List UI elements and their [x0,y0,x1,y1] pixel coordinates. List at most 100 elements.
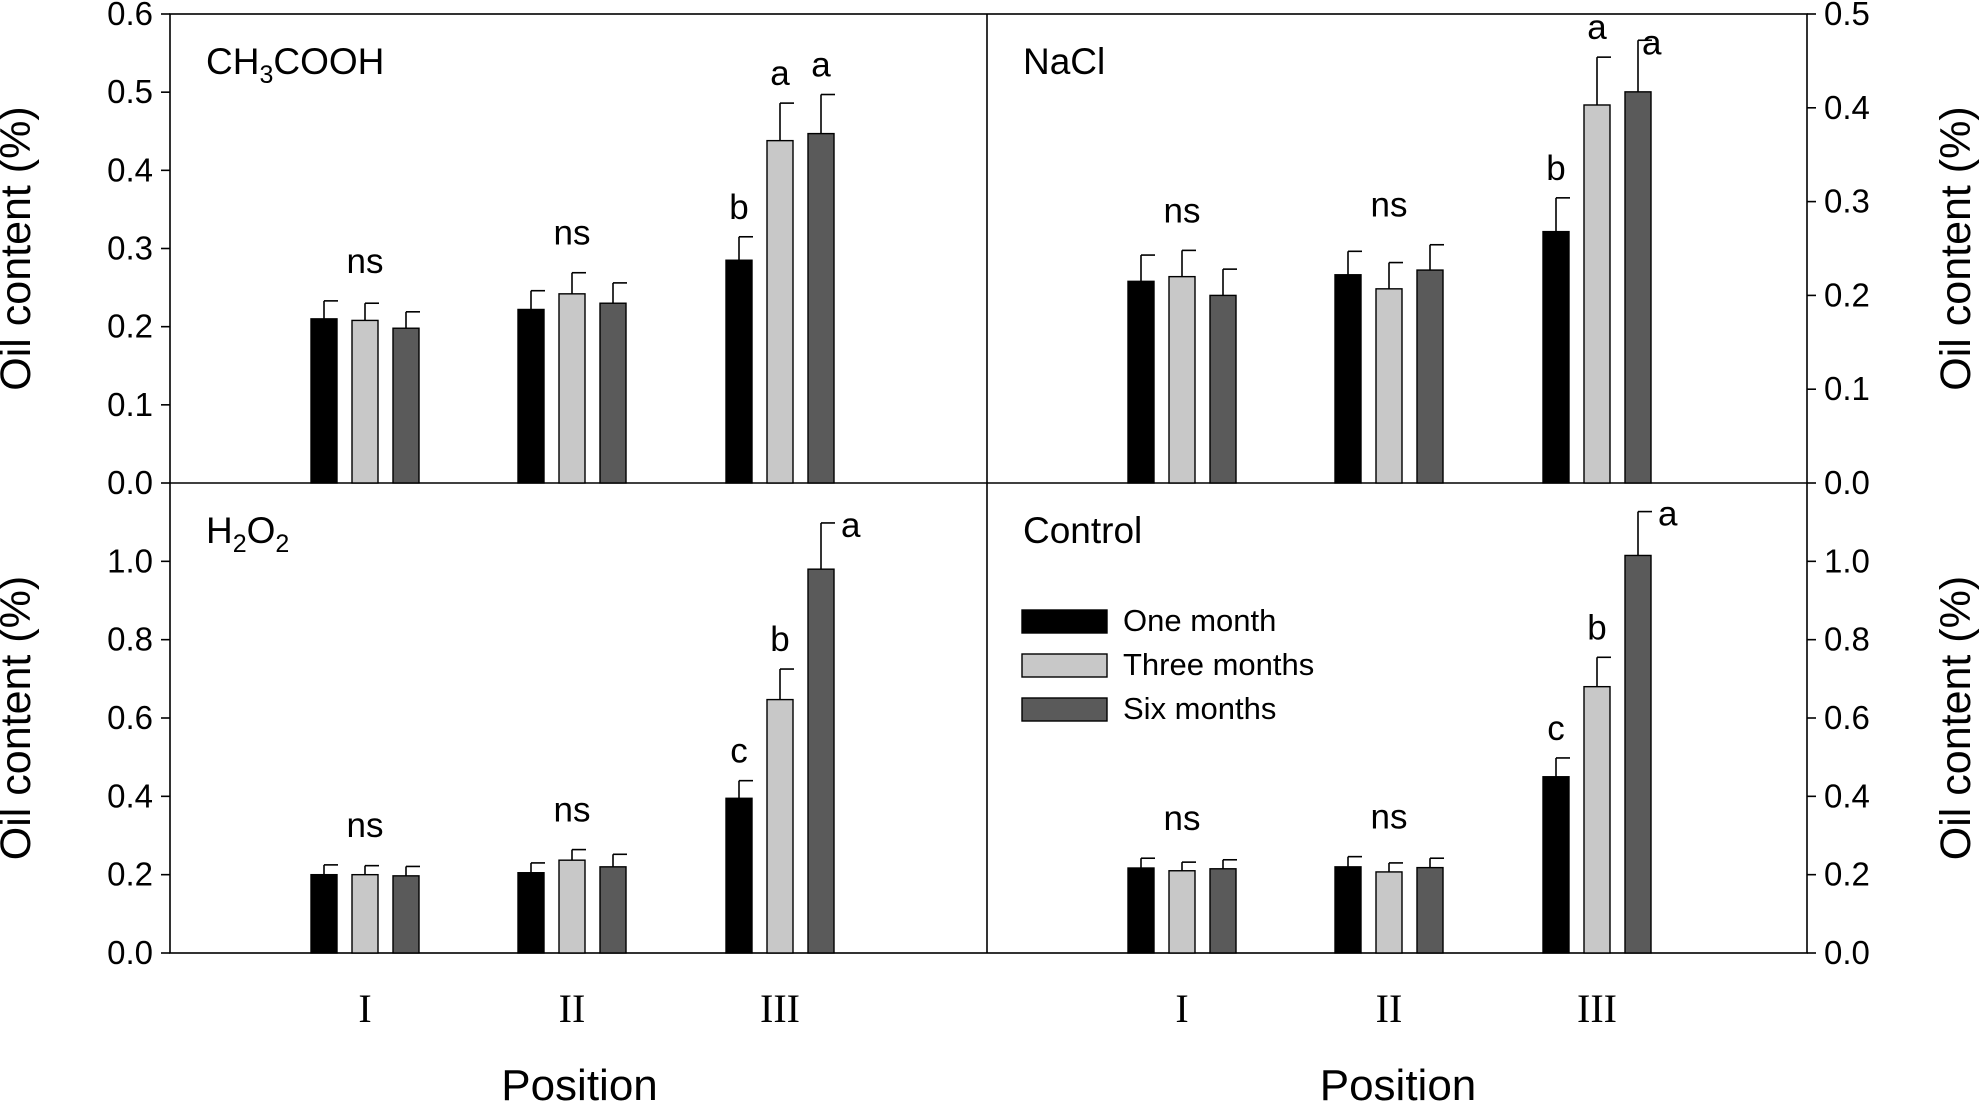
y-axis-title: Oil content (%) [0,576,40,860]
bar [807,568,835,954]
y-tick-label: 0.0 [1824,934,1870,971]
significance-label: ns [1164,191,1201,230]
significance-label: ns [554,791,591,830]
bar [1209,294,1237,484]
bar [310,873,338,954]
panel-label-text: H [206,510,233,551]
legend-label: Three months [1123,647,1314,682]
y-tick-label: 0.0 [107,464,153,501]
panel-label-text: COOH [273,41,384,82]
bar [1416,866,1444,954]
bar [807,132,835,484]
bar [725,259,753,484]
bar [599,302,627,484]
y-tick-label: 0.4 [1824,777,1870,814]
bar [1375,871,1403,954]
bar [766,698,794,954]
bar [1334,866,1362,954]
legend-swatch [1021,653,1108,678]
bar [1416,269,1444,484]
panel-label: CH3COOH [206,41,384,89]
y-axis-title: Oil content (%) [1932,106,1980,390]
y-tick-label: 0.6 [107,0,153,32]
bar [1127,867,1155,954]
significance-letter: a [1587,8,1607,47]
y-tick-label: 0.2 [1824,856,1870,893]
bar [517,308,545,484]
legend-label: One month [1123,603,1276,638]
significance-label: ns [1164,799,1201,838]
panel-label: Control [1023,510,1142,551]
panel-label-text: CH [206,41,259,82]
significance-label: ns [347,242,384,281]
significance-letter: a [811,46,831,85]
y-tick-label: 0.1 [1824,370,1870,407]
x-tick-label: I [358,986,371,1031]
x-tick-label: II [559,986,586,1031]
significance-letter: a [841,506,861,545]
significance-label: ns [554,214,591,253]
significance-letter: a [1658,495,1678,534]
bar [392,875,420,954]
bar [351,873,379,954]
panel-top-right: 0.0 0.1 0.2 0.3 0.4 0.5 Oil content (%) ns ns b a a… [1023,0,1980,501]
significance-letter: b [1546,149,1565,188]
bar [558,293,586,484]
y-tick-label: 0.8 [107,621,153,658]
x-tick-label: I [1175,986,1188,1031]
bar [1334,274,1362,484]
y-tick-label: 0.2 [1824,276,1870,313]
panel-bottom-right: 0.0 0.2 0.4 0.6 0.8 1.0 Oil content (%) ns Ins II… [1023,495,1980,1108]
y-tick-label: 0.0 [107,934,153,971]
bar [1542,776,1570,954]
x-axis-title: Position [501,1061,658,1108]
significance-label: ns [347,806,384,845]
x-axis-title: Position [1320,1061,1477,1108]
y-tick-label: 0.2 [107,308,153,345]
significance-letter: c [730,732,748,771]
significance-label: ns [1371,798,1408,837]
bar [1542,230,1570,484]
significance-letter: a [1642,23,1662,62]
panel-label-text: Control [1023,510,1142,551]
bar [1168,870,1196,954]
y-tick-label: 0.4 [107,151,153,188]
bar [1624,554,1652,954]
bar [599,866,627,954]
x-tick-label: III [1577,986,1617,1031]
bar [1375,288,1403,484]
significance-letter: b [1587,608,1606,647]
significance-letter: b [729,188,748,227]
y-axis-title: Oil content (%) [1932,576,1980,860]
bar [392,327,420,484]
legend: One month Three months Six months [1021,603,1314,726]
legend-swatch [1021,609,1108,634]
x-tick-label: II [1376,986,1403,1031]
bar [1168,275,1196,484]
y-tick-label: 0.5 [1824,0,1870,32]
legend-label: Six months [1123,691,1276,726]
y-tick-label: 1.0 [1824,542,1870,579]
panel-label-subscript: 2 [233,530,247,558]
bar [1583,104,1611,484]
panel-top-left: 0.0 0.1 0.2 0.3 0.4 0.5 0.6 Oil content (%) ns ns… [0,0,835,501]
bar [725,797,753,954]
panel-label: NaCl [1023,41,1105,82]
x-tick-label: III [760,986,800,1031]
y-tick-label: 1.0 [107,542,153,579]
y-tick-label: 0.8 [1824,621,1870,658]
panel-label: H2O2 [206,510,289,558]
y-tick-label: 0.1 [107,386,153,423]
y-tick-label: 0.6 [107,699,153,736]
y-tick-label: 0.3 [1824,183,1870,220]
significance-letter: b [770,620,789,659]
panel-label-text: NaCl [1023,41,1105,82]
bar [766,139,794,484]
significance-letter: c [1547,709,1565,748]
y-tick-label: 0.2 [107,856,153,893]
bar [1583,685,1611,954]
y-tick-label: 0.6 [1824,699,1870,736]
y-tick-label: 0.0 [1824,464,1870,501]
bar [351,319,379,484]
